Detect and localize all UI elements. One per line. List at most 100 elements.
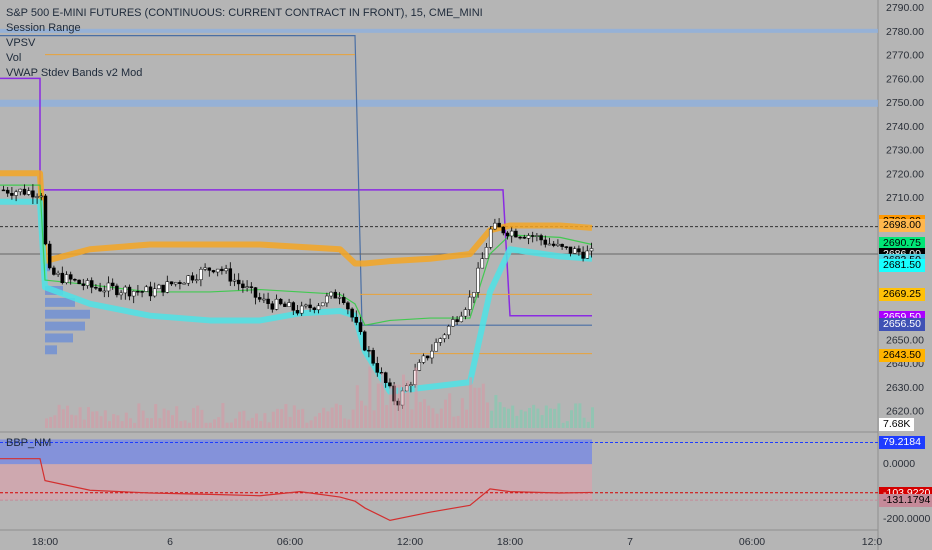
- volume-bar: [137, 403, 141, 428]
- volume-bar: [297, 409, 300, 428]
- y-tick-label: 2650.00: [886, 334, 924, 346]
- volume-profile-bar: [45, 262, 50, 272]
- volume-bar: [582, 417, 586, 428]
- bbp-legend[interactable]: BBP_NM: [6, 437, 52, 449]
- volume-bar: [288, 416, 292, 428]
- volume-bar: [145, 418, 149, 428]
- volume-bar: [465, 409, 468, 428]
- volume-bar: [57, 404, 61, 428]
- volume-bar: [368, 366, 372, 428]
- volume-bar: [91, 411, 95, 428]
- volume-bar: [351, 409, 355, 428]
- candle: [442, 334, 447, 339]
- volume-bar: [540, 415, 544, 428]
- candle: [31, 190, 35, 198]
- candle: [190, 275, 195, 281]
- y-tick-label: 2730.00: [886, 145, 924, 157]
- volume-bar: [271, 411, 275, 428]
- volume-bar: [204, 422, 208, 428]
- volume-bar: [410, 409, 414, 428]
- legend-vpsv[interactable]: VPSV: [6, 37, 36, 49]
- volume-bar: [313, 416, 317, 428]
- candle: [455, 319, 459, 323]
- candle: [257, 297, 262, 300]
- candle: [194, 279, 199, 281]
- candle: [488, 228, 493, 248]
- volume-bar: [397, 384, 401, 428]
- candle: [509, 230, 514, 237]
- volume-bar: [162, 408, 166, 428]
- candle: [110, 282, 115, 287]
- candle: [35, 196, 39, 198]
- volume-bar: [74, 415, 78, 428]
- volume-bar: [498, 402, 502, 428]
- volume-bar: [536, 408, 540, 428]
- volume-bar: [574, 403, 578, 428]
- volume-bar: [435, 413, 439, 428]
- price-tag: 2698.00: [879, 219, 925, 233]
- candle: [115, 285, 119, 296]
- candle: [291, 302, 296, 311]
- volume-bar: [565, 421, 569, 428]
- volume-bar: [129, 418, 132, 428]
- candle: [224, 268, 228, 272]
- candle: [362, 331, 367, 351]
- y-tick-label: 2620.00: [886, 406, 924, 418]
- candle: [157, 284, 161, 290]
- volume-bar: [553, 408, 557, 428]
- volume-bar: [376, 383, 380, 428]
- volume-bar: [208, 422, 212, 428]
- candle: [308, 304, 312, 309]
- volume-bar: [259, 421, 263, 428]
- volume-bar: [171, 415, 174, 428]
- volume-bar: [355, 385, 359, 428]
- legend-session-range[interactable]: Session Range: [6, 22, 81, 34]
- volume-bar: [389, 386, 393, 428]
- volume-bar: [557, 403, 561, 428]
- candle: [89, 280, 94, 288]
- candle: [556, 243, 560, 246]
- volume-bar: [284, 404, 288, 428]
- candle: [295, 310, 300, 314]
- volume-bar: [448, 393, 452, 428]
- price-tag: 2656.50: [879, 318, 925, 331]
- volume-bar: [360, 400, 363, 428]
- volume-bar: [423, 399, 426, 428]
- candle: [94, 287, 98, 289]
- candle: [22, 188, 27, 195]
- volume-bar: [469, 377, 473, 428]
- candle: [530, 235, 535, 237]
- candle: [346, 302, 350, 310]
- volume-bar: [439, 408, 443, 428]
- candle: [81, 283, 86, 286]
- candle: [274, 298, 279, 310]
- candle: [543, 239, 548, 245]
- candle: [430, 350, 434, 359]
- candle: [140, 291, 144, 293]
- candle: [215, 268, 220, 273]
- candle: [241, 283, 245, 288]
- candle: [152, 288, 157, 297]
- x-tick-label: 7: [627, 536, 633, 548]
- volume-bar: [99, 416, 103, 428]
- volume-bar: [225, 422, 229, 428]
- candle: [211, 270, 216, 273]
- candle: [505, 232, 510, 237]
- volume-profile-bar: [45, 309, 90, 319]
- volume-bar: [103, 410, 107, 428]
- legend-vol[interactable]: Vol: [6, 52, 22, 64]
- volume-bar: [418, 401, 422, 428]
- volume-bar: [95, 411, 99, 428]
- x-tick-label: 06:00: [277, 536, 303, 548]
- candle: [547, 243, 552, 246]
- volume-bar: [45, 418, 48, 428]
- volume-bar: [549, 408, 552, 428]
- volume-bar: [292, 405, 296, 428]
- y-tick-label: 2750.00: [886, 97, 924, 109]
- volume-bar: [229, 422, 233, 428]
- legend-vwap-bands[interactable]: VWAP Stdev Bands v2 Mod: [6, 67, 143, 79]
- volume-bar: [515, 415, 519, 428]
- candle: [337, 297, 342, 299]
- volume-bar: [133, 422, 137, 428]
